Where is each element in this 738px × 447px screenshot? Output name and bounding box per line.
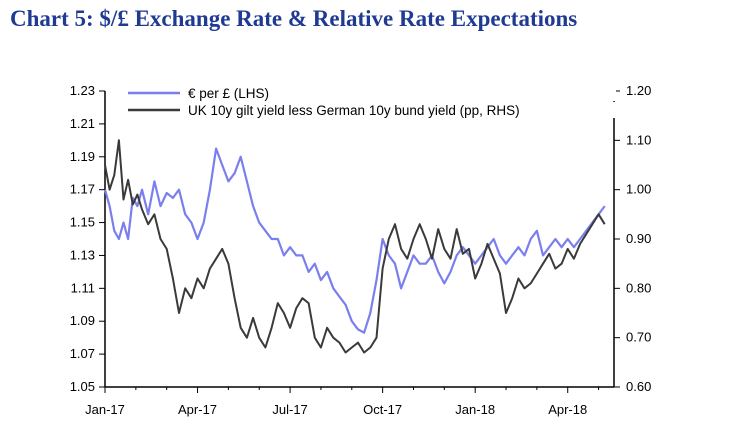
- right-tick-label: 1.10: [626, 132, 651, 147]
- left-tick-label: 1.13: [70, 247, 95, 262]
- right-tick-label: 0.90: [626, 231, 651, 246]
- left-tick-label: 1.05: [70, 379, 95, 394]
- left-tick-label: 1.19: [70, 149, 95, 164]
- right-tick-label: 0.60: [626, 379, 651, 394]
- legend-background: [126, 85, 616, 101]
- legend-label: € per £ (LHS): [188, 86, 269, 101]
- x-tick-label: Jul-17: [272, 402, 307, 417]
- right-tick-label: 1.00: [626, 182, 651, 197]
- right-tick-label: 0.80: [626, 280, 651, 295]
- series-lines: [103, 139, 606, 354]
- x-tick-label: Oct-17: [363, 402, 402, 417]
- right-tick-label: 1.20: [626, 83, 651, 98]
- x-tick-label: Jan-18: [455, 402, 495, 417]
- left-tick-label: 1.11: [71, 280, 95, 295]
- axes: 1.05 1.07 1.09 1.11 1.13 1.15 1.17 1.19 1.21 1.23…: [70, 83, 652, 417]
- left-tick-label: 1.21: [70, 116, 95, 131]
- x-tick-label: Apr-17: [178, 402, 217, 417]
- left-tick-label: 1.23: [70, 83, 95, 98]
- left-tick-label: 1.15: [70, 215, 95, 230]
- left-tick-label: 1.17: [70, 182, 95, 197]
- legend-background: [126, 102, 616, 118]
- series-line-gilt-bund-spread: [104, 139, 606, 354]
- x-tick-label: Jan-17: [85, 402, 125, 417]
- left-tick-label: 1.09: [70, 313, 95, 328]
- x-tick-label: Apr-18: [548, 402, 587, 417]
- right-tick-label: 0.70: [626, 330, 651, 345]
- legend: € per £ (LHS) UK 10y gilt yield less Germ…: [126, 85, 616, 118]
- series-line-eur-per-gbp: [103, 147, 606, 334]
- legend-label: UK 10y gilt yield less German 10y bund y…: [188, 103, 520, 118]
- chart-title: Chart 5: $/£ Exchange Rate & Relative Ra…: [10, 6, 578, 31]
- left-tick-label: 1.07: [70, 346, 95, 361]
